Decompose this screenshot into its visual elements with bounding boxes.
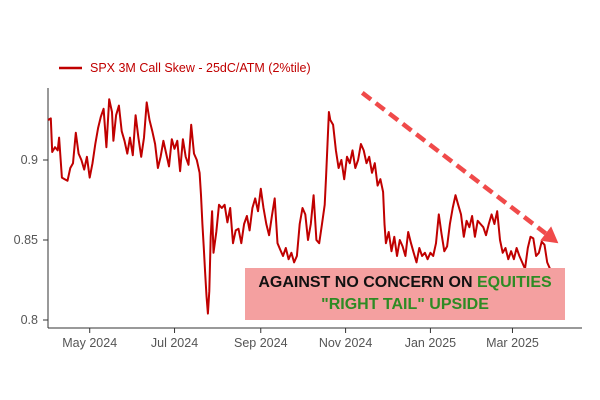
annotation-highlight: EQUITIES [476,274,552,291]
annotation-text-1: AGAINST NO CONCERN ON [258,274,477,291]
annotation-line-2: "RIGHT TAIL" UPSIDE [321,296,489,313]
trend-arrow-head [540,226,559,244]
x-tick-label: Nov 2024 [319,336,373,350]
legend: SPX 3M Call Skew - 25dC/ATM (2%tile) [59,61,311,75]
legend-label: SPX 3M Call Skew - 25dC/ATM (2%tile) [90,61,311,75]
x-tick-label: Sep 2024 [234,336,288,350]
trend-arrow-shaft [360,91,548,236]
x-tick-label: Jan 2025 [405,336,456,350]
x-tick-label: Mar 2025 [486,336,539,350]
annotation-line-1: AGAINST NO CONCERN ON EQUITIES [245,272,565,294]
trend-arrow [360,91,559,244]
x-ticks: May 2024 Jul 2024 Sep 2024 Nov 2024 Jan 2025… [62,328,539,350]
x-tick-label: May 2024 [62,336,117,350]
y-tick-label: 0.8 [21,313,38,327]
annotation-box: AGAINST NO CONCERN ON EQUITIES "RIGHT TA… [245,268,565,320]
x-tick-label: Jul 2024 [151,336,198,350]
y-tick-label: 0.9 [21,153,38,167]
series-line-call-skew [47,98,553,315]
y-tick-label: 0.85 [14,233,38,247]
y-ticks: 0.8 0.85 0.9 [14,153,48,327]
